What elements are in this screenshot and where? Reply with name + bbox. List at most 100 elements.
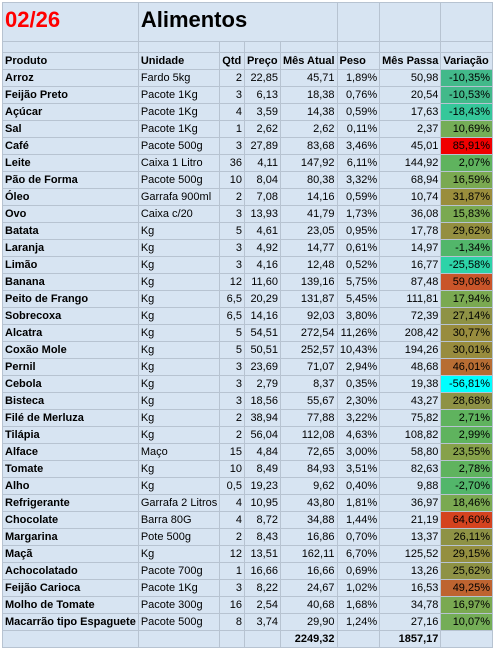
cell-mes-passado[interactable]: 72,39: [379, 307, 442, 325]
cell-qtd[interactable]: 4: [219, 511, 245, 529]
cell-produto[interactable]: Limão: [2, 256, 139, 274]
cell-mes-atual[interactable]: 12,48: [279, 256, 338, 274]
cell-produto[interactable]: Coxão Mole: [2, 341, 139, 359]
cell-produto[interactable]: Achocolatado: [2, 562, 139, 580]
cell-preco[interactable]: 7,08: [243, 188, 281, 206]
cell-qtd[interactable]: 8: [219, 613, 245, 631]
cell-preco[interactable]: 14,16: [243, 307, 281, 325]
cell-qtd[interactable]: 4: [219, 494, 245, 512]
cell-mes-atual[interactable]: 34,88: [279, 511, 338, 529]
cell-preco[interactable]: 13,93: [243, 205, 281, 223]
cell-mes-passado[interactable]: 13,26: [379, 562, 442, 580]
cell-variacao[interactable]: 16,59%: [440, 171, 493, 189]
cell-unidade[interactable]: Garrafa 900ml: [137, 188, 221, 206]
cell-unidade[interactable]: Kg: [137, 341, 221, 359]
cell-unidade[interactable]: Pacote 1Kg: [137, 579, 221, 597]
cell-mes-atual[interactable]: 139,16: [279, 273, 338, 291]
cell-produto[interactable]: Macarrão tipo Espaguete: [2, 613, 139, 631]
cell-produto[interactable]: Arroz: [2, 69, 139, 87]
empty-cell[interactable]: [219, 41, 245, 53]
cell-unidade[interactable]: Kg: [137, 273, 221, 291]
cell-unidade[interactable]: Kg: [137, 545, 221, 563]
cell-unidade[interactable]: Kg: [137, 460, 221, 478]
cell-unidade[interactable]: Kg: [137, 324, 221, 342]
cell-peso[interactable]: 5,75%: [336, 273, 381, 291]
cell-produto[interactable]: Banana: [2, 273, 139, 291]
header-qtd[interactable]: Qtd: [219, 52, 245, 70]
cell-mes-atual[interactable]: 272,54: [279, 324, 338, 342]
cell-peso[interactable]: 0,69%: [336, 562, 381, 580]
cell-unidade[interactable]: Pacote 1Kg: [137, 103, 221, 121]
cell-variacao[interactable]: 59,08%: [440, 273, 493, 291]
cell-mes-atual[interactable]: 9,62: [279, 477, 338, 495]
cell-produto[interactable]: Laranja: [2, 239, 139, 257]
cell-peso[interactable]: 10,43%: [336, 341, 381, 359]
cell-variacao[interactable]: 17,94%: [440, 290, 493, 308]
cell-unidade[interactable]: Pacote 300g: [137, 596, 221, 614]
cell-preco[interactable]: 2,62: [243, 120, 281, 138]
cell-produto[interactable]: Refrigerante: [2, 494, 139, 512]
cell-variacao[interactable]: 30,77%: [440, 324, 493, 342]
cell-qtd[interactable]: 2: [219, 188, 245, 206]
cell-preco[interactable]: 8,49: [243, 460, 281, 478]
cell-unidade[interactable]: Kg: [137, 307, 221, 325]
cell-produto[interactable]: Ovo: [2, 205, 139, 223]
empty-cell[interactable]: [243, 630, 281, 648]
empty-cell[interactable]: [440, 630, 493, 648]
cell-mes-passado[interactable]: 16,77: [379, 256, 442, 274]
cell-preco[interactable]: 20,29: [243, 290, 281, 308]
empty-cell[interactable]: [219, 630, 245, 648]
cell-variacao[interactable]: 27,14%: [440, 307, 493, 325]
cell-unidade[interactable]: Pacote 500g: [137, 171, 221, 189]
cell-mes-passado[interactable]: 9,88: [379, 477, 442, 495]
cell-mes-passado[interactable]: 10,74: [379, 188, 442, 206]
cell-produto[interactable]: Alho: [2, 477, 139, 495]
cell-variacao[interactable]: 2,99%: [440, 426, 493, 444]
cell-qtd[interactable]: 3: [219, 205, 245, 223]
cell-variacao[interactable]: 85,91%: [440, 137, 493, 155]
cell-mes-atual[interactable]: 71,07: [279, 358, 338, 376]
cell-produto[interactable]: Filé de Merluza: [2, 409, 139, 427]
cell-peso[interactable]: 6,70%: [336, 545, 381, 563]
header-mes-passado[interactable]: Mês Passa: [379, 52, 442, 70]
cell-preco[interactable]: 3,74: [243, 613, 281, 631]
cell-preco[interactable]: 54,51: [243, 324, 281, 342]
cell-produto[interactable]: Bisteca: [2, 392, 139, 410]
cell-variacao[interactable]: 46,01%: [440, 358, 493, 376]
cell-qtd[interactable]: 5: [219, 324, 245, 342]
cell-preco[interactable]: 4,61: [243, 222, 281, 240]
cell-peso[interactable]: 1,24%: [336, 613, 381, 631]
cell-mes-atual[interactable]: 80,38: [279, 171, 338, 189]
cell-mes-atual[interactable]: 55,67: [279, 392, 338, 410]
cell-variacao[interactable]: 2,78%: [440, 460, 493, 478]
cell-variacao[interactable]: 15,83%: [440, 205, 493, 223]
cell-produto[interactable]: Açúcar: [2, 103, 139, 121]
cell-mes-atual[interactable]: 8,37: [279, 375, 338, 393]
cell-preco[interactable]: 10,95: [243, 494, 281, 512]
header-preco[interactable]: Preço: [243, 52, 281, 70]
cell-unidade[interactable]: Pote 500g: [137, 528, 221, 546]
cell-variacao[interactable]: 25,62%: [440, 562, 493, 580]
cell-variacao[interactable]: 29,62%: [440, 222, 493, 240]
cell-preco[interactable]: 8,43: [243, 528, 281, 546]
empty-cell[interactable]: [243, 41, 281, 53]
cell-mes-atual[interactable]: 112,08: [279, 426, 338, 444]
cell-mes-atual[interactable]: 72,65: [279, 443, 338, 461]
cell-mes-passado[interactable]: 16,53: [379, 579, 442, 597]
total-mes-passado[interactable]: 1857,17: [379, 630, 442, 648]
cell-qtd[interactable]: 3: [219, 137, 245, 155]
empty-cell[interactable]: [279, 41, 338, 53]
cell-mes-atual[interactable]: 131,87: [279, 290, 338, 308]
cell-produto[interactable]: Molho de Tomate: [2, 596, 139, 614]
empty-cell[interactable]: [440, 2, 493, 42]
cell-unidade[interactable]: Pacote 700g: [137, 562, 221, 580]
cell-variacao[interactable]: -18,43%: [440, 103, 493, 121]
cell-peso[interactable]: 11,26%: [336, 324, 381, 342]
cell-unidade[interactable]: Kg: [137, 256, 221, 274]
cell-variacao[interactable]: 10,69%: [440, 120, 493, 138]
cell-mes-passado[interactable]: 43,27: [379, 392, 442, 410]
cell-produto[interactable]: Maçã: [2, 545, 139, 563]
cell-unidade[interactable]: Garrafa 2 Litros: [137, 494, 221, 512]
cell-mes-passado[interactable]: 82,63: [379, 460, 442, 478]
cell-qtd[interactable]: 6,5: [219, 290, 245, 308]
